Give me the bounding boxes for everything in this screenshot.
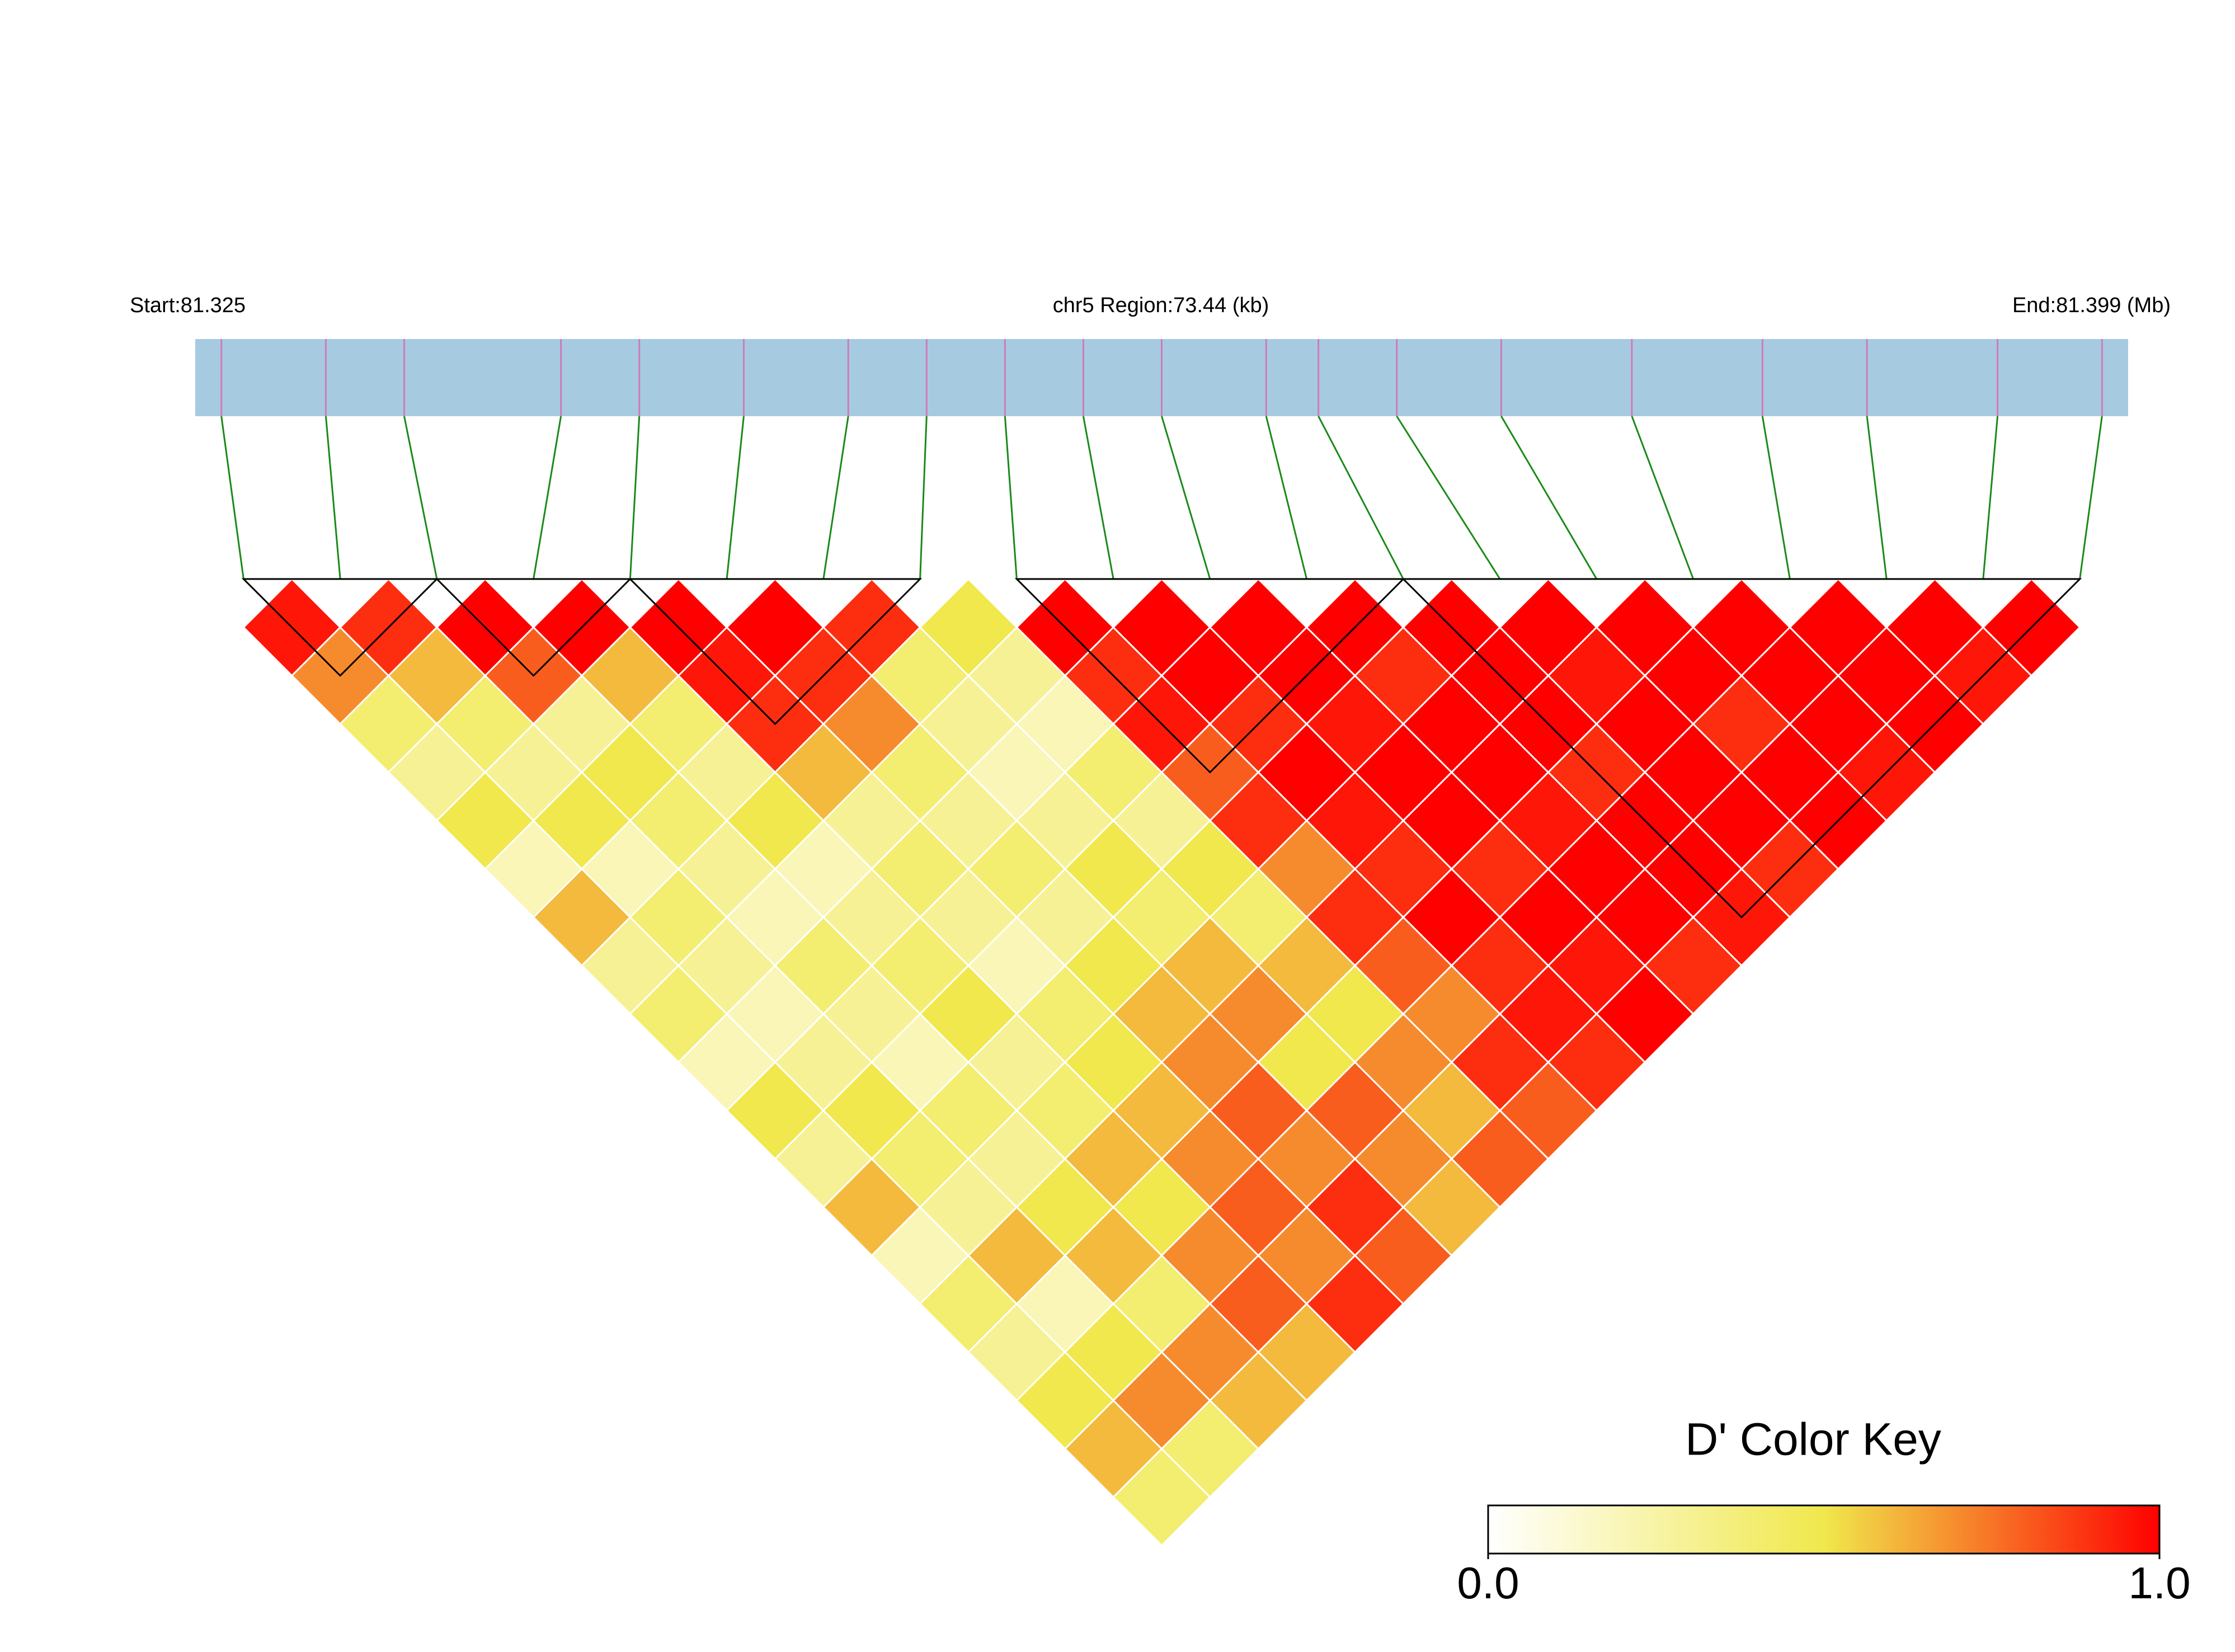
snp-connector — [1318, 416, 1404, 580]
ld-block — [1401, 578, 2082, 919]
snp-connector — [1866, 416, 1888, 580]
snp-connector — [2079, 416, 2103, 580]
key-tick-label: 1.0 — [2128, 1558, 2190, 1608]
color-key — [1487, 1504, 2161, 1555]
snp-connector — [324, 416, 341, 580]
snp-connector — [1396, 416, 1501, 580]
snp-connector — [220, 416, 244, 580]
snp-connector — [1004, 416, 1018, 580]
snp-connector — [1982, 416, 1999, 580]
region-label: chr5 Region:73.44 (kb) — [1053, 294, 1269, 317]
snp-connector — [533, 416, 562, 580]
snp-connector — [726, 416, 745, 580]
snp-connector — [1082, 416, 1114, 580]
key-title: D' Color Key — [1685, 1414, 1941, 1465]
snp-connector — [1761, 416, 1791, 580]
snp-connector — [919, 416, 928, 580]
snp-connector — [629, 416, 641, 580]
start-label: Start:81.325 — [130, 294, 246, 317]
snp-connector — [1161, 416, 1211, 580]
snp-connector — [822, 416, 849, 580]
ld-block — [1014, 578, 1405, 774]
ld-block — [241, 578, 439, 677]
snp-connector — [1500, 416, 1598, 580]
snp-connector — [1631, 416, 1695, 580]
key-tick-label: 0.0 — [1457, 1558, 1519, 1608]
ld-block — [628, 578, 923, 726]
snp-connector — [1265, 416, 1308, 580]
ld-block — [435, 578, 632, 677]
snp-connector — [403, 416, 438, 580]
end-label: End:81.399 (Mb) — [2012, 294, 2171, 317]
